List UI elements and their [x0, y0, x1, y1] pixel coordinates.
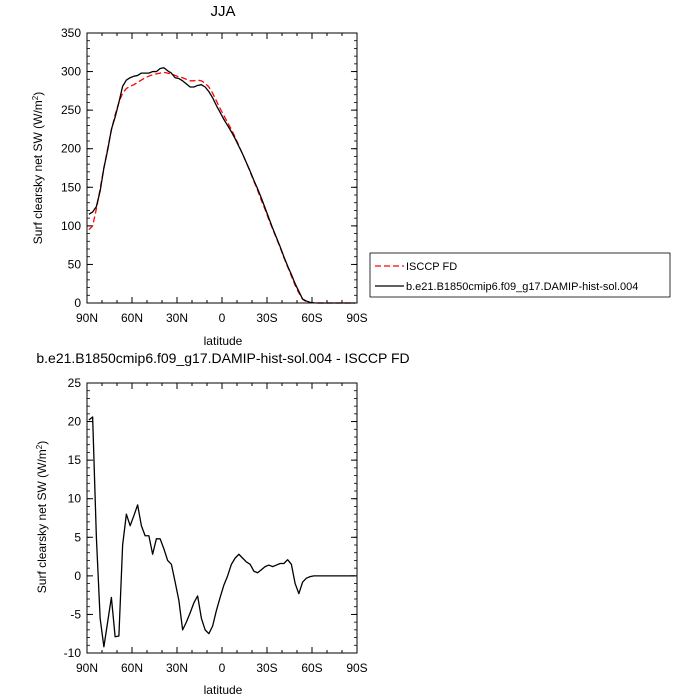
bottom-series-line-0: [88, 416, 356, 648]
bottom-x-tick-label: 30S: [256, 661, 277, 675]
top-chart: JJA latitude Surf clearsky net SW (W/m2)…: [31, 3, 368, 348]
bottom-plot-frame: [86, 382, 358, 654]
bottom-y-tick-label: -5: [70, 607, 81, 621]
bottom-y-axis-label: Surf clearsky net SW (W/m2): [35, 441, 49, 593]
top-x-tick-label: 90N: [76, 311, 98, 325]
top-y-tick-label: 100: [61, 219, 81, 233]
legend-label-model: b.e21.B1850cmip6.f09_g17.DAMIP-hist-sol.…: [406, 281, 638, 293]
legend-box: [369, 252, 671, 298]
top-y-tick-label: 200: [61, 142, 81, 156]
top-series-line-1: [88, 67, 356, 304]
top-x-tick-label: 60S: [301, 311, 322, 325]
bottom-chart: b.e21.B1850cmip6.f09_g17.DAMIP-hist-sol.…: [35, 350, 410, 697]
top-y-tick-label: 300: [61, 65, 81, 79]
bottom-x-tick-label: 30N: [166, 661, 188, 675]
bottom-x-axis-label: latitude: [204, 683, 243, 697]
top-chart-title: JJA: [210, 3, 235, 20]
bottom-x-tick-label: 60S: [301, 661, 322, 675]
top-x-tick-label: 60N: [121, 311, 143, 325]
top-plot-frame: [86, 32, 358, 304]
bottom-y-tick-label: -10: [64, 646, 82, 660]
top-y-tick-label: 150: [61, 180, 81, 194]
top-series-line-0: [88, 71, 356, 304]
top-y-axis-label: Surf clearsky net SW (W/m2): [31, 92, 45, 244]
top-x-tick-label: 90S: [346, 311, 367, 325]
bottom-y-tick-label: 25: [68, 376, 82, 390]
legend: ISCCP FD b.e21.B1850cmip6.f09_g17.DAMIP-…: [369, 252, 671, 298]
bottom-x-tick-label: 60N: [121, 661, 143, 675]
bottom-y-tick-label: 5: [74, 530, 81, 544]
bottom-y-tick-label: 15: [68, 453, 82, 467]
bottom-y-tick-label: 10: [68, 492, 82, 506]
top-y-tick-label: 250: [61, 103, 81, 117]
top-y-tick-label: 0: [74, 296, 81, 310]
top-y-tick-label: 350: [61, 26, 81, 40]
top-y-tick-label: 50: [68, 257, 82, 271]
bottom-x-tick-label: 90N: [76, 661, 98, 675]
bottom-x-tick-label: 90S: [346, 661, 367, 675]
bottom-x-tick-label: 0: [219, 661, 226, 675]
top-x-axis-label: latitude: [204, 334, 243, 348]
bottom-y-tick-label: 0: [74, 569, 81, 583]
top-x-tick-label: 30N: [166, 311, 188, 325]
legend-label-isccp: ISCCP FD: [406, 261, 457, 273]
top-x-tick-label: 30S: [256, 311, 277, 325]
bottom-chart-title: b.e21.B1850cmip6.f09_g17.DAMIP-hist-sol.…: [36, 350, 409, 366]
top-x-tick-label: 0: [219, 311, 226, 325]
bottom-y-tick-label: 20: [68, 415, 82, 429]
